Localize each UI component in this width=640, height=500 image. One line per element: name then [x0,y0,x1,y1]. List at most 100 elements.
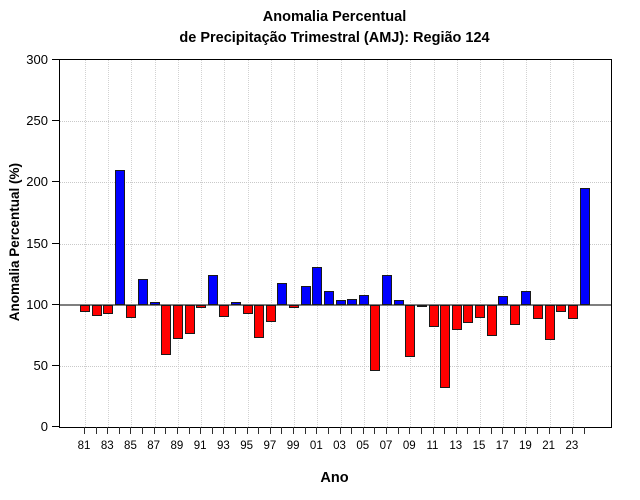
bar-1995 [242,304,253,315]
chart-title: Anomalia Percentual de Precipitação Trim… [59,7,610,49]
x-tick [409,427,411,434]
y-tick-label: 300 [26,52,48,67]
x-tick [188,427,190,434]
x-tick [235,427,237,434]
x-tick [420,427,422,434]
bar-1992 [207,275,218,305]
horizontal-gridline [60,182,611,184]
y-tick-label: 50 [33,357,48,373]
x-tick [583,427,585,434]
x-tick [130,427,132,434]
bar-1993 [219,304,230,317]
x-tick [455,427,457,434]
bar-2020 [533,304,544,320]
x-tick [362,427,364,434]
chart-title-line2: de Precipitação Trimestral (AMJ): Região… [179,30,490,46]
x-tick [386,427,388,434]
x-axis-title: Ano [320,470,349,486]
bar-1990 [184,304,195,335]
bar-2006 [370,304,381,371]
x-tick [211,427,213,434]
bar-2003 [335,299,346,305]
x-tick [200,427,202,434]
x-tick [397,427,399,434]
x-tick [269,427,271,434]
x-tick [560,427,562,434]
bar-1982 [91,304,102,316]
bar-1997 [265,304,276,322]
bar-2014 [463,304,474,323]
bar-2012 [440,304,451,388]
x-tick [571,427,573,434]
x-tick [142,427,144,434]
x-tick [537,427,539,434]
x-tick-label: 93 [216,440,230,452]
x-tick [95,427,97,434]
x-tick-label: 11 [426,440,439,452]
x-tick [502,427,504,434]
bar-2015 [474,304,485,319]
bar-2022 [556,304,567,312]
bar-2010 [416,304,427,307]
y-tick [52,242,59,244]
bar-2002 [323,291,334,305]
x-tick [525,427,527,434]
bar-2013 [451,304,462,331]
x-tick-label: 19 [519,440,532,452]
x-tick [478,427,480,434]
chart-title-line1: Anomalia Percentual [262,9,407,25]
x-tick-label: 09 [402,440,416,452]
x-tick [327,427,329,434]
horizontal-gridline [60,121,611,123]
y-tick [52,364,59,366]
x-tick-label: 13 [449,440,463,452]
x-tick-label: 23 [565,440,579,452]
x-tick [444,427,446,434]
y-tick-label: 200 [26,174,48,190]
bar-2004 [347,298,358,305]
x-tick [107,427,109,434]
y-tick-label: 100 [26,296,48,312]
x-tick [467,427,469,434]
x-tick-label: 21 [542,440,556,452]
bar-2016 [486,304,497,337]
x-tick [223,427,225,434]
x-tick [513,427,515,434]
bar-1985 [126,304,137,319]
x-tick [293,427,295,434]
x-tick [153,427,155,434]
x-tick [432,427,434,434]
y-tick-label: 0 [40,419,48,434]
bar-2000 [300,286,311,305]
bar-2023 [567,304,578,320]
y-tick [52,120,59,122]
x-tick [165,427,167,434]
x-tick [339,427,341,434]
x-tick-label: 91 [193,440,207,452]
bar-1994 [231,302,242,305]
bar-1983 [103,304,114,315]
x-tick-label: 15 [472,440,486,452]
x-tick-label: 03 [333,440,346,452]
bar-1998 [277,282,288,305]
x-tick-label: 95 [240,440,254,452]
bar-2018 [509,304,520,326]
bar-1981 [80,304,90,312]
x-tick-label: 17 [495,440,509,452]
x-tick [246,427,248,434]
bar-2009 [405,304,416,358]
x-tick-label: 01 [309,440,323,452]
x-tick-label: 85 [124,440,137,452]
bar-2017 [498,296,509,305]
bar-1989 [172,304,183,339]
y-tick [52,181,59,183]
bar-2007 [382,275,393,305]
y-tick [52,303,59,305]
y-tick [52,59,59,60]
bar-1999 [289,304,300,309]
x-tick [304,427,306,434]
bar-1996 [254,304,265,338]
x-tick [258,427,260,434]
x-tick-label: 87 [147,440,161,452]
